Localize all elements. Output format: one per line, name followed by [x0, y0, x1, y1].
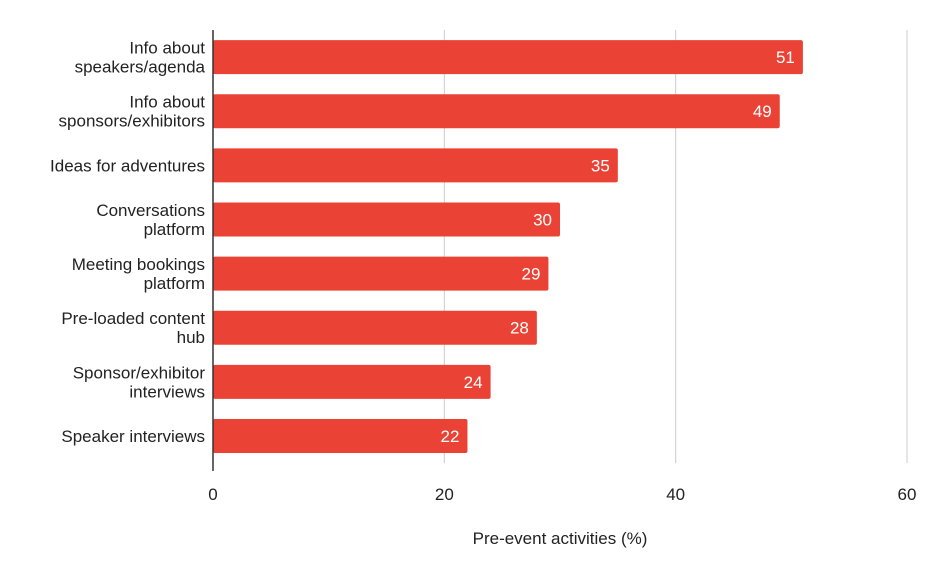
category-label-line: Conversations [96, 201, 205, 220]
data-label: 51 [776, 48, 795, 67]
data-label: 29 [522, 265, 541, 284]
x-tick-label: 0 [208, 485, 217, 504]
category-label-line: Info about [129, 93, 205, 112]
category-label-line: Pre-loaded content [61, 309, 205, 328]
bar [213, 40, 803, 75]
data-label: 24 [464, 373, 483, 392]
category-label: Info about sponsors/exhibitors [59, 93, 206, 131]
category-label: Pre-loaded content hub [61, 309, 205, 347]
x-tick-label: 40 [666, 485, 685, 504]
category-label-line: platform [144, 274, 205, 293]
category-label-line: Info about [129, 39, 205, 58]
category-label: Ideas for adventures [50, 156, 205, 175]
category-label-line: speakers/agenda [75, 58, 206, 77]
category-label: Sponsor/exhibitor interviews [73, 363, 206, 401]
data-label: 35 [591, 156, 610, 175]
bar [213, 202, 560, 237]
x-tick-label: 20 [435, 485, 454, 504]
category-label-line: Sponsor/exhibitor [73, 363, 206, 382]
data-label: 30 [533, 210, 552, 229]
category-label: Meeting bookings platform [72, 255, 205, 293]
bar [213, 256, 549, 291]
bar [213, 364, 491, 399]
category-label: Info about speakers/agenda [75, 39, 206, 77]
category-label-line: interviews [129, 382, 205, 401]
category-label-line: Ideas for adventures [50, 156, 205, 175]
category-label-line: platform [144, 220, 205, 239]
category-label: Conversations platform [96, 201, 205, 239]
data-label: 22 [441, 427, 460, 446]
category-label-line: Speaker interviews [61, 427, 205, 446]
bar [213, 148, 618, 183]
bar [213, 418, 468, 453]
category-label: Speaker interviews [61, 427, 205, 446]
x-axis-title: Pre-event activities (%) [473, 529, 648, 548]
data-label: 49 [753, 102, 772, 121]
bar [213, 94, 780, 129]
bar [213, 310, 537, 345]
x-tick-label: 60 [898, 485, 917, 504]
category-label-line: hub [177, 328, 205, 347]
category-label-line: sponsors/exhibitors [59, 112, 205, 131]
bars: 51 49 35 30 29 28 24 22 [213, 40, 803, 453]
category-label-line: Meeting bookings [72, 255, 205, 274]
data-label: 28 [510, 319, 529, 338]
